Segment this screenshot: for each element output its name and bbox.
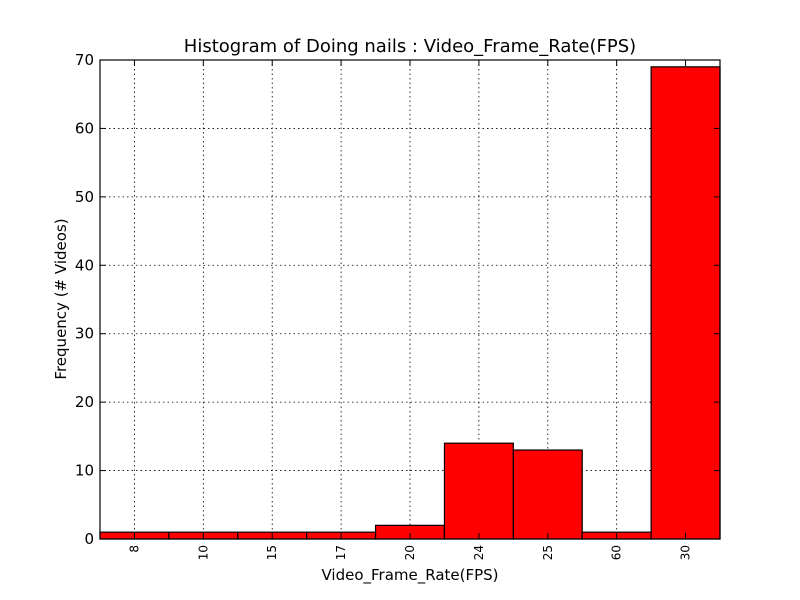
y-tick-label: 40 bbox=[75, 256, 94, 274]
axes: 0 10 20 30 40 50 60 70 8 10 15 17 20 24 25 60 30 bbox=[75, 51, 721, 560]
x-tick-label: 8 bbox=[127, 545, 141, 553]
y-tick-label: 30 bbox=[75, 325, 94, 343]
x-tick-label: 30 bbox=[679, 545, 693, 560]
x-tick-label: 60 bbox=[610, 545, 624, 560]
histogram-bar bbox=[443, 442, 514, 540]
y-tick-label: 0 bbox=[84, 530, 94, 548]
y-tick-label: 60 bbox=[75, 119, 94, 137]
x-tick-label: 10 bbox=[196, 545, 210, 560]
y-tick-label: 50 bbox=[75, 188, 94, 206]
x-tick-label: 20 bbox=[403, 545, 417, 560]
x-tick-label: 24 bbox=[472, 545, 486, 560]
x-tick-label: 17 bbox=[334, 545, 348, 560]
y-axis-label: Frequency (# Videos) bbox=[52, 218, 70, 379]
x-axis-label: Video_Frame_Rate(FPS) bbox=[321, 566, 498, 585]
histogram-bar bbox=[650, 66, 721, 540]
y-tick-label: 20 bbox=[75, 393, 94, 411]
y-tick-label: 10 bbox=[75, 462, 94, 480]
grid bbox=[100, 59, 720, 540]
x-tick-label: 25 bbox=[541, 545, 555, 560]
y-tick-label: 70 bbox=[75, 51, 94, 69]
chart-title: Histogram of Doing nails : Video_Frame_R… bbox=[184, 36, 636, 57]
histogram-bar bbox=[512, 449, 583, 540]
x-tick-label: 15 bbox=[265, 545, 279, 560]
